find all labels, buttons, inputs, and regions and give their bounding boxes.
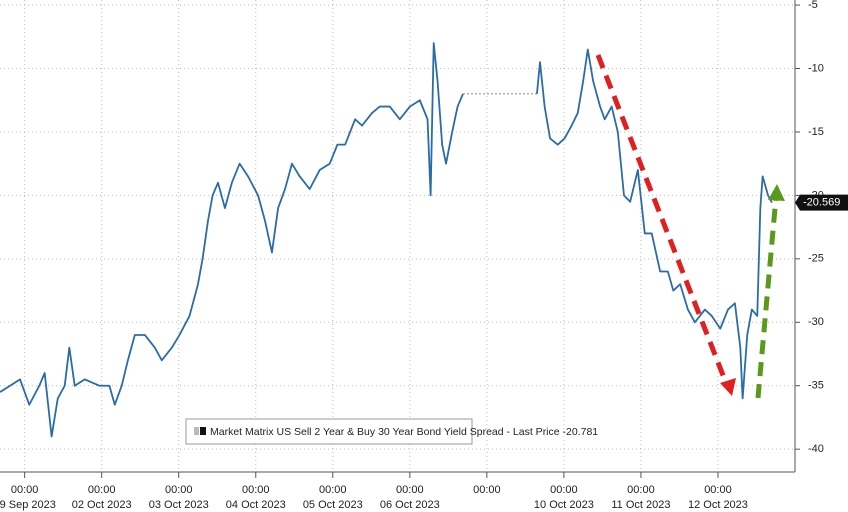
x-tick-label: 00:00 (396, 484, 424, 496)
y-tick-label: -15 (808, 126, 824, 138)
x-tick-sublabel: 05 Oct 2023 (303, 499, 363, 511)
legend-icon (200, 427, 206, 435)
y-tick-label: -10 (808, 62, 824, 74)
y-tick-label: -30 (808, 316, 824, 328)
x-tick-sublabel: 11 Oct 2023 (611, 499, 670, 511)
x-tick-sublabel: 02 Oct 2023 (72, 499, 132, 511)
last-value-marker (795, 194, 848, 211)
legend (185, 418, 473, 445)
y-tick-label: -5 (808, 0, 818, 11)
last-value-label: -20.569 (803, 197, 840, 209)
legend-label: Market Matrix US Sell 2 Year & Buy 30 Ye… (210, 426, 598, 438)
y-tick-label: -40 (808, 443, 824, 455)
grid (0, 0, 795, 472)
x-tick-label: 00:00 (627, 484, 655, 496)
y-tick-label: -25 (808, 253, 824, 265)
x-tick-label: 00:00 (88, 484, 116, 496)
y-tick-label: -35 (808, 380, 824, 392)
plot (0, 42, 773, 438)
x-tick-sublabel: 06 Oct 2023 (380, 499, 440, 511)
up-arrow (755, 196, 779, 399)
x-tick-label: 00:00 (165, 484, 193, 496)
up-arrow-head (768, 184, 785, 201)
x-tick-label: 00:00 (242, 484, 270, 496)
x-tick-label: 00:00 (704, 484, 732, 496)
legend-icon (194, 427, 199, 435)
x-tick-sublabel: 12 Oct 2023 (688, 499, 748, 511)
x-tick-label: 00:00 (11, 484, 39, 496)
down-arrow (595, 54, 731, 389)
x-tick-sublabel: 29 Sep 2023 (0, 499, 56, 511)
x-tick-label: 00:00 (319, 484, 347, 496)
x-tick-sublabel: 04 Oct 2023 (226, 499, 286, 511)
x-tick-label: 00:00 (550, 484, 578, 496)
down-arrow-head (720, 378, 736, 396)
line-series (536, 48, 773, 400)
x-tick-sublabel: 10 Oct 2023 (534, 499, 594, 511)
x-tick-label: 00:00 (473, 484, 501, 496)
line-series (0, 42, 464, 438)
x-tick-sublabel: 03 Oct 2023 (149, 499, 209, 511)
